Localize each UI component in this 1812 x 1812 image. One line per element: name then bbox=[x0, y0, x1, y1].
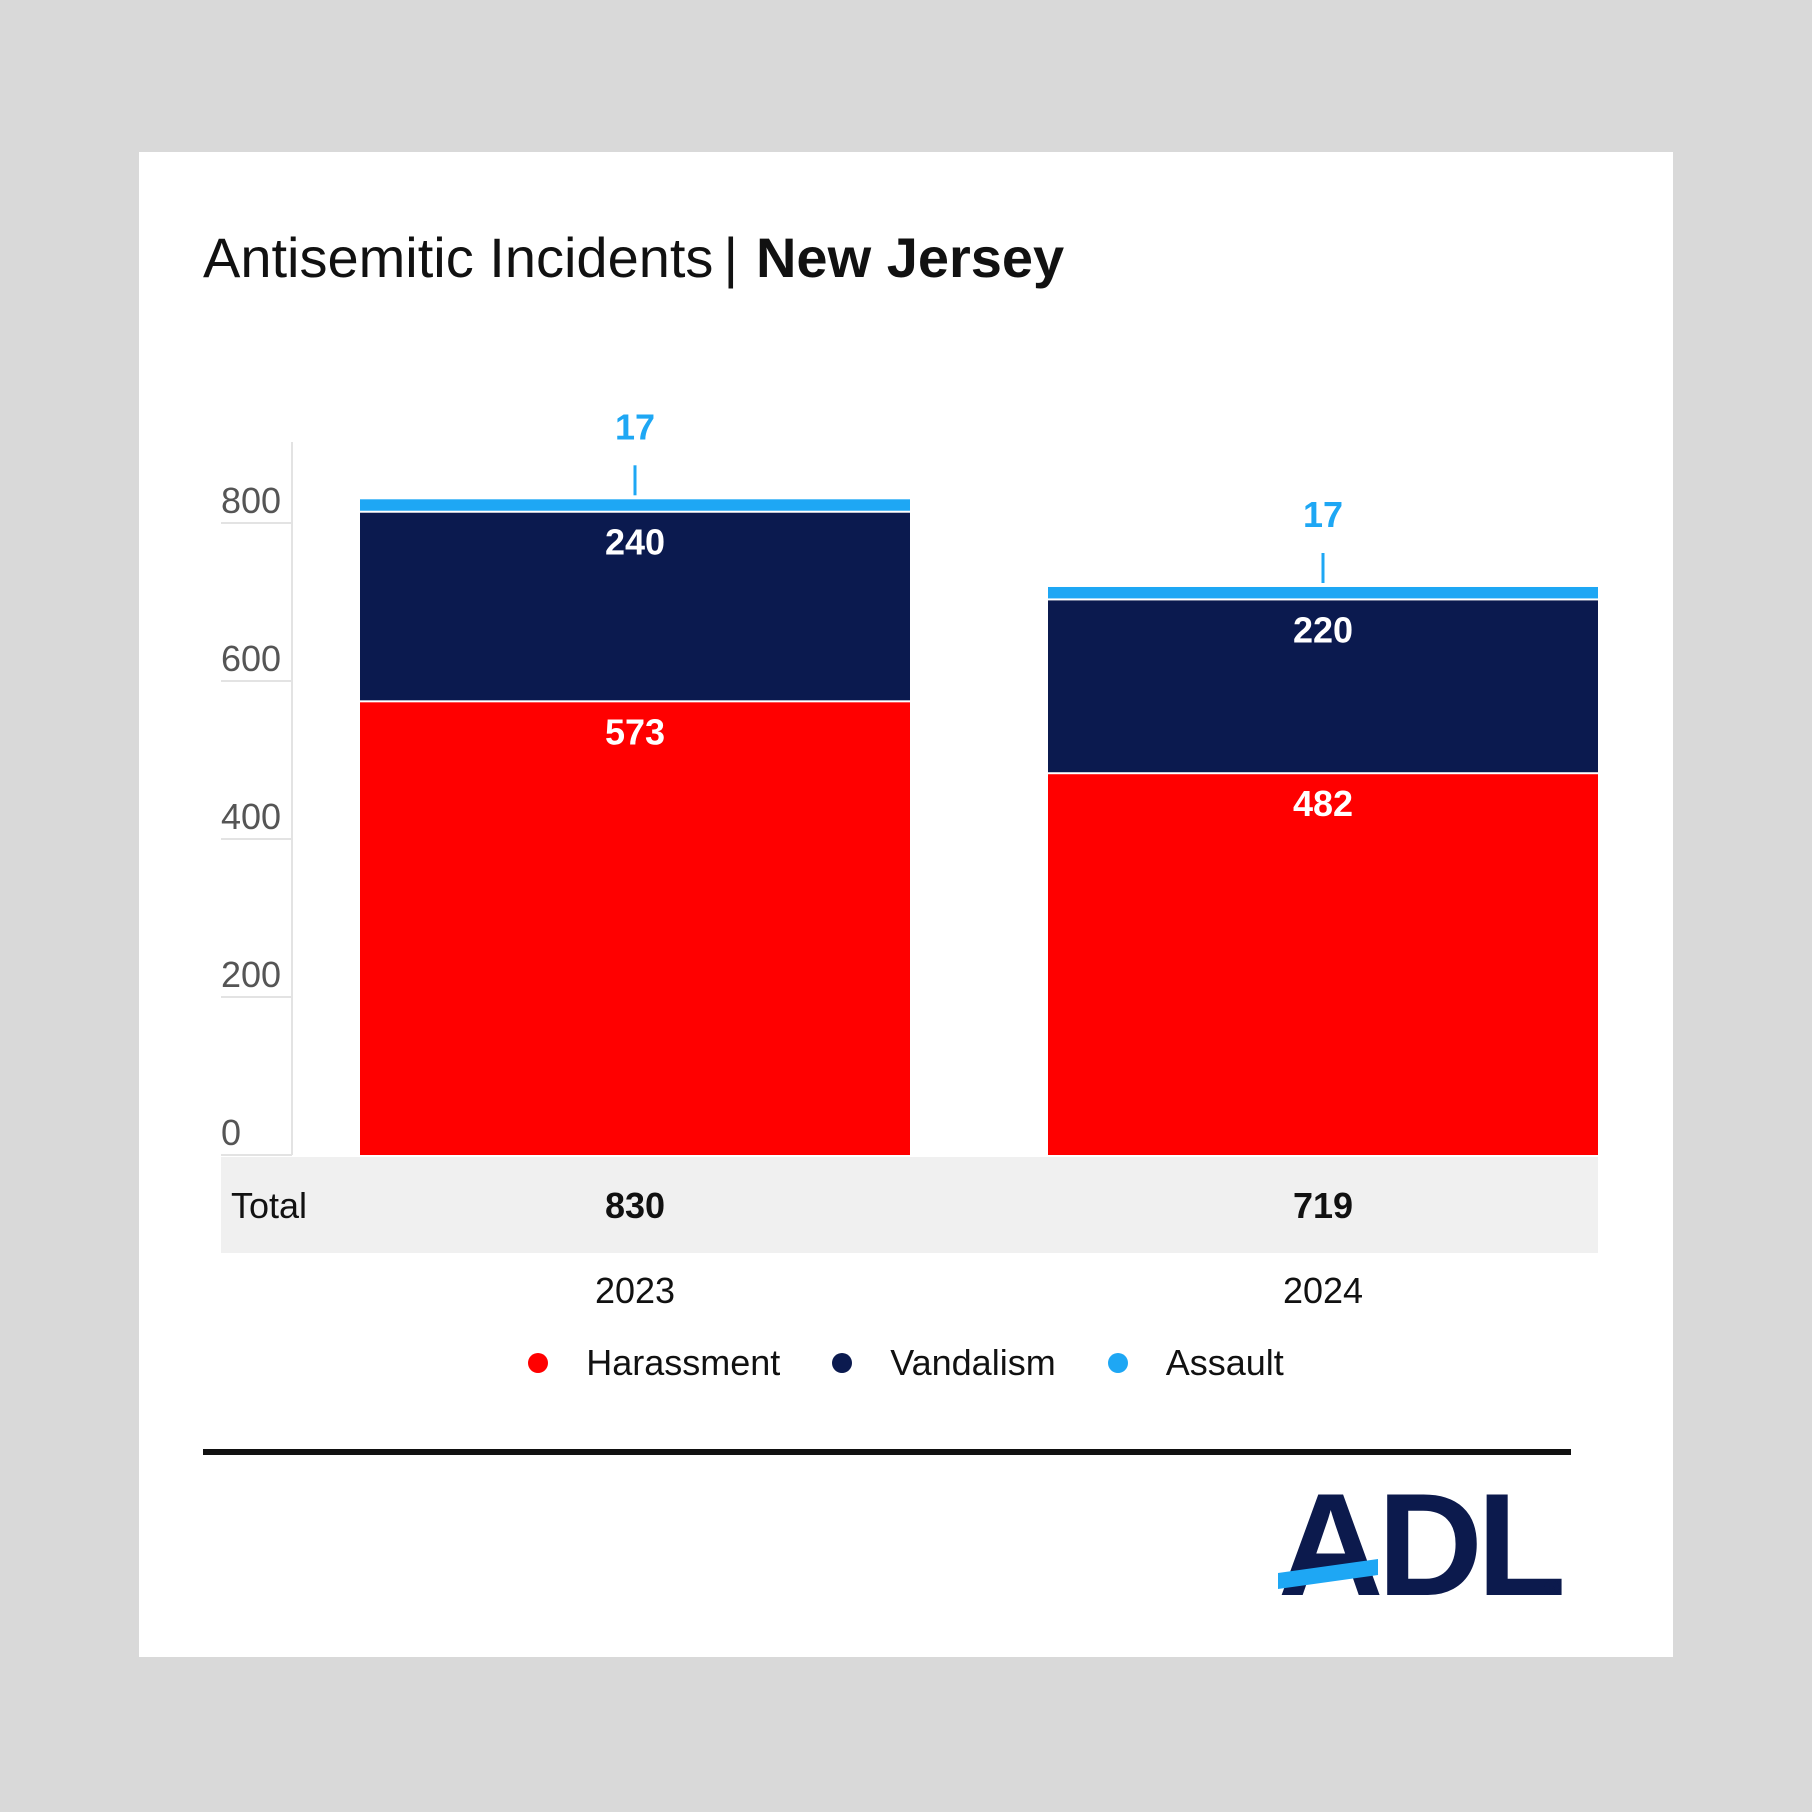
footer-divider bbox=[203, 1449, 1571, 1455]
logo-text: ADL bbox=[1278, 1489, 1562, 1619]
legend-label: Harassment bbox=[586, 1342, 781, 1383]
total-value-2024: 719 bbox=[1293, 1185, 1353, 1226]
legend-item-vandalism: Vandalism bbox=[832, 1342, 1056, 1384]
bar-segment-assault-2024 bbox=[1048, 586, 1598, 599]
legend-label: Vandalism bbox=[890, 1342, 1056, 1383]
data-label-vandalism-2024: 220 bbox=[1293, 609, 1353, 650]
title-main: Antisemitic Incidents bbox=[203, 226, 714, 289]
data-label-vandalism-2023: 240 bbox=[605, 522, 665, 563]
bar-segment-assault-2023 bbox=[360, 499, 910, 511]
chart-card: Antisemitic Incidents | New Jersey 0 200 400… bbox=[139, 152, 1673, 1657]
title-separator: | bbox=[723, 226, 738, 289]
totals-band bbox=[221, 1157, 1598, 1253]
adl-logo: ADL ® bbox=[1278, 1489, 1568, 1619]
y-tick-label: 800 bbox=[221, 480, 281, 521]
y-tick-label: 200 bbox=[221, 954, 281, 995]
y-tick-label: 400 bbox=[221, 796, 281, 837]
bar-segment-harassment-2023 bbox=[360, 702, 910, 1155]
x-tick-label-2023: 2023 bbox=[595, 1270, 675, 1311]
x-tick-label-2024: 2024 bbox=[1283, 1270, 1363, 1311]
bar-segment-harassment-2024 bbox=[1048, 774, 1598, 1155]
legend-dot-icon bbox=[528, 1353, 549, 1373]
data-label-assault-2023: 17 bbox=[615, 406, 655, 447]
data-label-harassment-2023: 573 bbox=[605, 711, 665, 752]
legend-dot-icon bbox=[832, 1353, 853, 1373]
stacked-bar-chart: 0 200 400 600 800 573 240 17 482 220 17 Total 830 719… bbox=[221, 406, 1598, 1311]
logo-accent-stroke bbox=[1278, 1559, 1378, 1589]
total-value-2023: 830 bbox=[605, 1185, 665, 1226]
legend-item-harassment: Harassment bbox=[528, 1342, 780, 1384]
data-label-assault-2024: 17 bbox=[1303, 494, 1343, 535]
data-label-harassment-2024: 482 bbox=[1293, 783, 1353, 824]
legend-item-assault: Assault bbox=[1107, 1342, 1284, 1384]
totals-label: Total bbox=[231, 1185, 307, 1226]
legend-dot-icon bbox=[1107, 1353, 1128, 1373]
y-tick-label: 0 bbox=[221, 1112, 241, 1153]
registered-mark: ® bbox=[1544, 1575, 1560, 1600]
bar-segment-vandalism-2024 bbox=[1048, 600, 1598, 773]
legend-label: Assault bbox=[1165, 1342, 1284, 1383]
title-region: New Jersey bbox=[755, 226, 1065, 289]
bar-segment-vandalism-2023 bbox=[360, 512, 910, 701]
legend: Harassment Vandalism Assault bbox=[139, 1342, 1673, 1384]
chart-title: Antisemitic Incidents | New Jersey bbox=[203, 230, 1064, 286]
y-tick-label: 600 bbox=[221, 638, 281, 679]
